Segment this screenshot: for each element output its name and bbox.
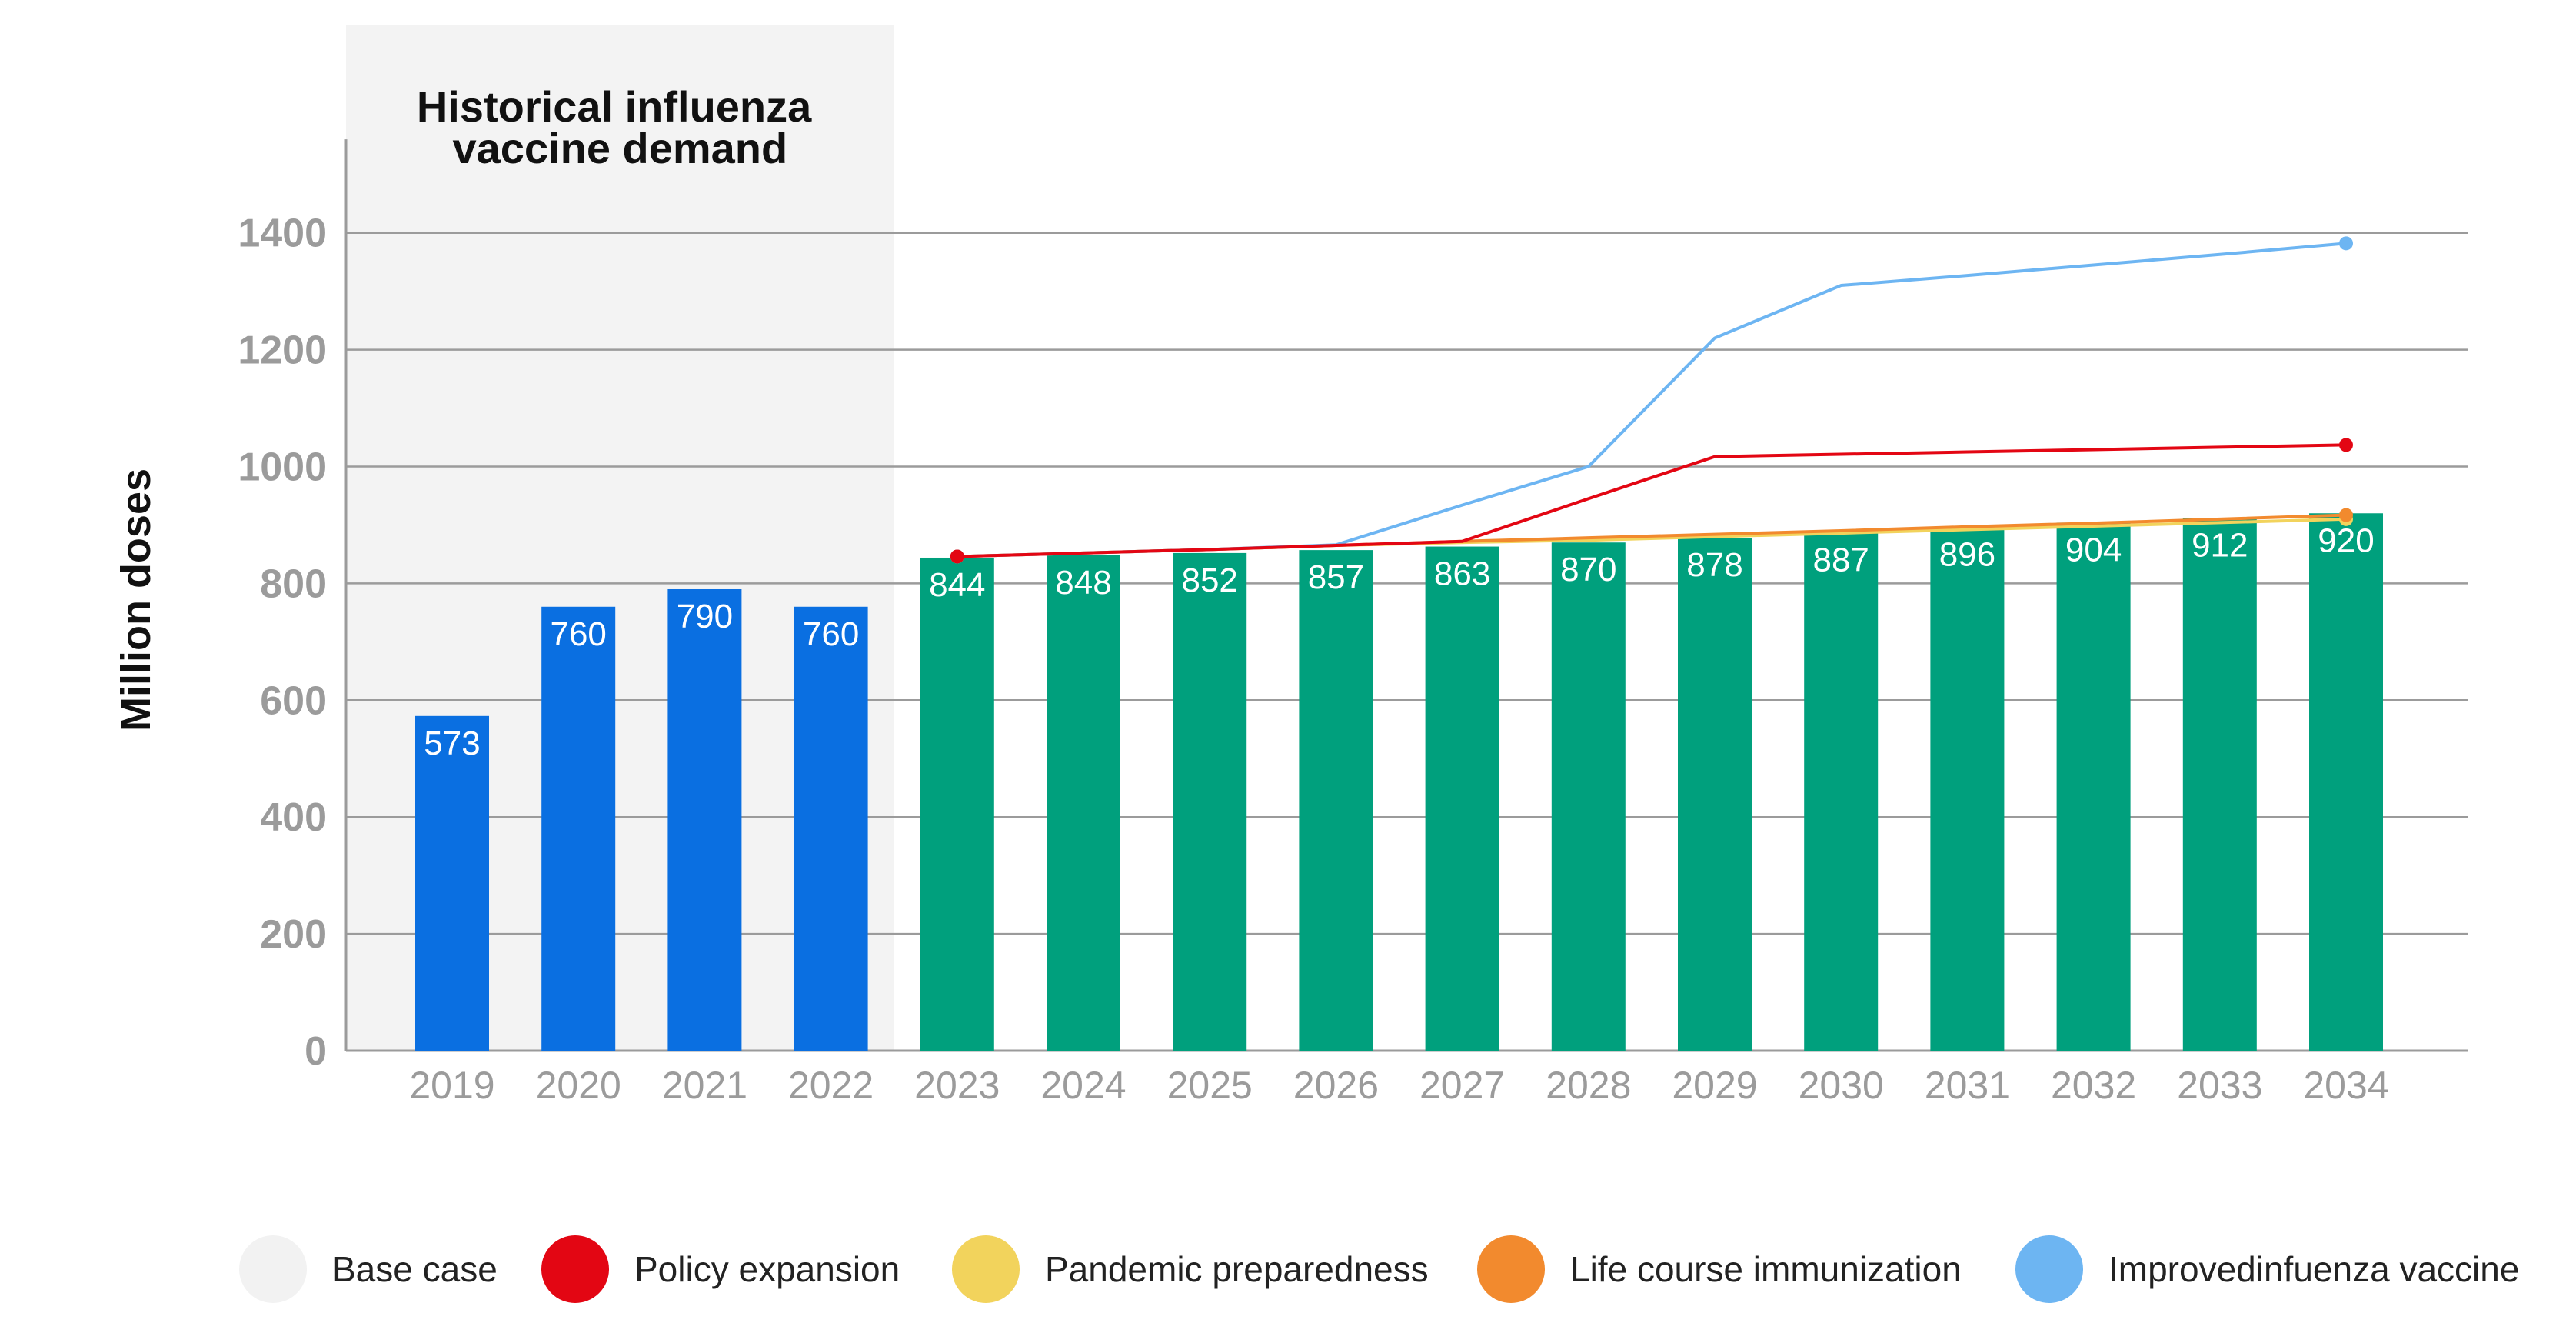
legend-item-pandemic-preparedness: Pandemic preparedness xyxy=(952,1235,1429,1303)
bar-2030 xyxy=(1804,532,1879,1051)
series-end-marker-improvedinfuenza-vaccine xyxy=(2339,236,2353,251)
y-tick-800: 800 xyxy=(260,562,327,606)
legend: Base case Policy expansion Pandemic prepar… xyxy=(239,1235,2519,1303)
bar-value-label-2019: 573 xyxy=(424,725,480,762)
legend-item-life-course-immunization: Life course immunization xyxy=(1477,1235,1962,1303)
bar-2019 xyxy=(415,715,489,1051)
x-tick-2023: 2023 xyxy=(914,1064,1000,1107)
bar-value-label-2030: 887 xyxy=(1812,541,1869,578)
series-line-improvedinfuenza-vaccine xyxy=(957,242,2347,558)
bar-2032 xyxy=(2056,522,2131,1051)
x-tick-2029: 2029 xyxy=(1672,1064,1757,1107)
x-tick-2020: 2020 xyxy=(536,1064,621,1107)
x-tick-2021: 2021 xyxy=(662,1064,747,1107)
historical-region-title-line-2: vaccine demand xyxy=(452,124,787,172)
bar-2023 xyxy=(920,557,994,1051)
x-tick-2033: 2033 xyxy=(2177,1064,2262,1107)
bar-value-label-2034: 920 xyxy=(2318,522,2374,559)
bar-2020 xyxy=(541,606,616,1051)
y-tick-1000: 1000 xyxy=(238,445,327,490)
series-end-marker-policy-expansion xyxy=(2339,438,2353,452)
y-tick-1200: 1200 xyxy=(238,328,327,373)
bar-value-label-2024: 848 xyxy=(1055,564,1111,602)
series-line-policy-expansion xyxy=(957,443,2347,558)
series-start-marker-policy-expansion xyxy=(950,549,964,564)
scenario-lines xyxy=(950,236,2353,564)
legend-item-policy-expansion: Policy expansion xyxy=(541,1235,900,1303)
legend-swatch-improvedinfuenza-vaccine xyxy=(2015,1235,2083,1303)
bar-value-label-2026: 857 xyxy=(1308,558,1364,596)
bar-2026 xyxy=(1299,550,1373,1051)
bar-2033 xyxy=(2182,518,2257,1051)
x-tick-2032: 2032 xyxy=(2051,1064,2136,1107)
legend-label-policy-expansion: Policy expansion xyxy=(634,1249,900,1289)
legend-label-base-case: Base case xyxy=(332,1249,498,1289)
y-tick-600: 600 xyxy=(260,678,327,723)
legend-swatch-pandemic-preparedness xyxy=(952,1235,1020,1303)
bar-value-label-2029: 878 xyxy=(1686,546,1742,584)
legend-label-pandemic-preparedness: Pandemic preparedness xyxy=(1045,1249,1429,1289)
x-tick-2024: 2024 xyxy=(1040,1064,1126,1107)
bar-2027 xyxy=(1425,546,1499,1051)
legend-label-life-course-immunization: Life course immunization xyxy=(1570,1249,1962,1289)
x-tick-2028: 2028 xyxy=(1546,1064,1631,1107)
legend-item-base-case: Base case xyxy=(239,1235,498,1303)
x-tick-2027: 2027 xyxy=(1419,1064,1505,1107)
x-axis-ticks: 2019 2020 2021 2022 2023 2024 2025 2026 2027 2028… xyxy=(409,1064,2388,1107)
x-tick-2030: 2030 xyxy=(1799,1064,1884,1107)
bar-value-label-2021: 790 xyxy=(677,598,733,635)
bar-2024 xyxy=(1047,555,1120,1051)
x-tick-2025: 2025 xyxy=(1167,1064,1253,1107)
bar-2022 xyxy=(794,606,868,1051)
bar-value-label-2020: 760 xyxy=(550,615,606,653)
bars xyxy=(415,513,2383,1051)
y-tick-0: 0 xyxy=(305,1029,327,1074)
x-tick-2022: 2022 xyxy=(788,1064,874,1107)
legend-label-improvedinfuenza-vaccine: Improvedinfuenza vaccine xyxy=(2108,1249,2519,1289)
historical-region-title: Historical influenza vaccine demand xyxy=(417,82,824,172)
legend-swatch-base-case xyxy=(239,1235,307,1303)
bar-2029 xyxy=(1678,538,1752,1051)
x-tick-2026: 2026 xyxy=(1293,1064,1379,1107)
bar-value-label-2027: 863 xyxy=(1434,555,1490,593)
bar-value-label-2032: 904 xyxy=(2065,531,2122,568)
x-tick-2031: 2031 xyxy=(1925,1064,2010,1107)
legend-swatch-policy-expansion xyxy=(541,1235,609,1303)
bar-value-label-2033: 912 xyxy=(2192,526,2248,564)
legend-item-improvedinfuenza-vaccine: Improvedinfuenza vaccine xyxy=(2015,1235,2519,1303)
bar-2028 xyxy=(1551,542,1626,1051)
y-axis-label: Million doses xyxy=(113,468,159,731)
legend-swatch-life-course-immunization xyxy=(1477,1235,1545,1303)
bar-2031 xyxy=(1930,527,2005,1051)
bar-2021 xyxy=(667,588,742,1051)
y-tick-1400: 1400 xyxy=(238,212,327,256)
bar-value-label-2031: 896 xyxy=(1939,535,1995,573)
bar-value-labels: 573 760 790 760 844 848 852 857 863 870 878 887 896 9… xyxy=(424,522,2374,762)
y-tick-200: 200 xyxy=(260,912,327,957)
y-axis-ticks: 0 200 400 600 800 1000 1200 1400 xyxy=(238,212,327,1074)
y-tick-400: 400 xyxy=(260,795,327,840)
bar-2025 xyxy=(1173,552,1247,1051)
x-tick-2019: 2019 xyxy=(409,1064,494,1107)
bar-value-label-2023: 844 xyxy=(929,566,985,604)
series-end-marker-life-course-immunization xyxy=(2339,508,2353,522)
bar-value-label-2022: 760 xyxy=(803,615,859,653)
bar-2034 xyxy=(2309,513,2383,1051)
historical-region-title-line-1: Historical influenza xyxy=(417,82,812,131)
bar-value-label-2028: 870 xyxy=(1560,551,1616,588)
bar-value-label-2025: 852 xyxy=(1181,562,1237,599)
x-tick-2034: 2034 xyxy=(2303,1064,2388,1107)
